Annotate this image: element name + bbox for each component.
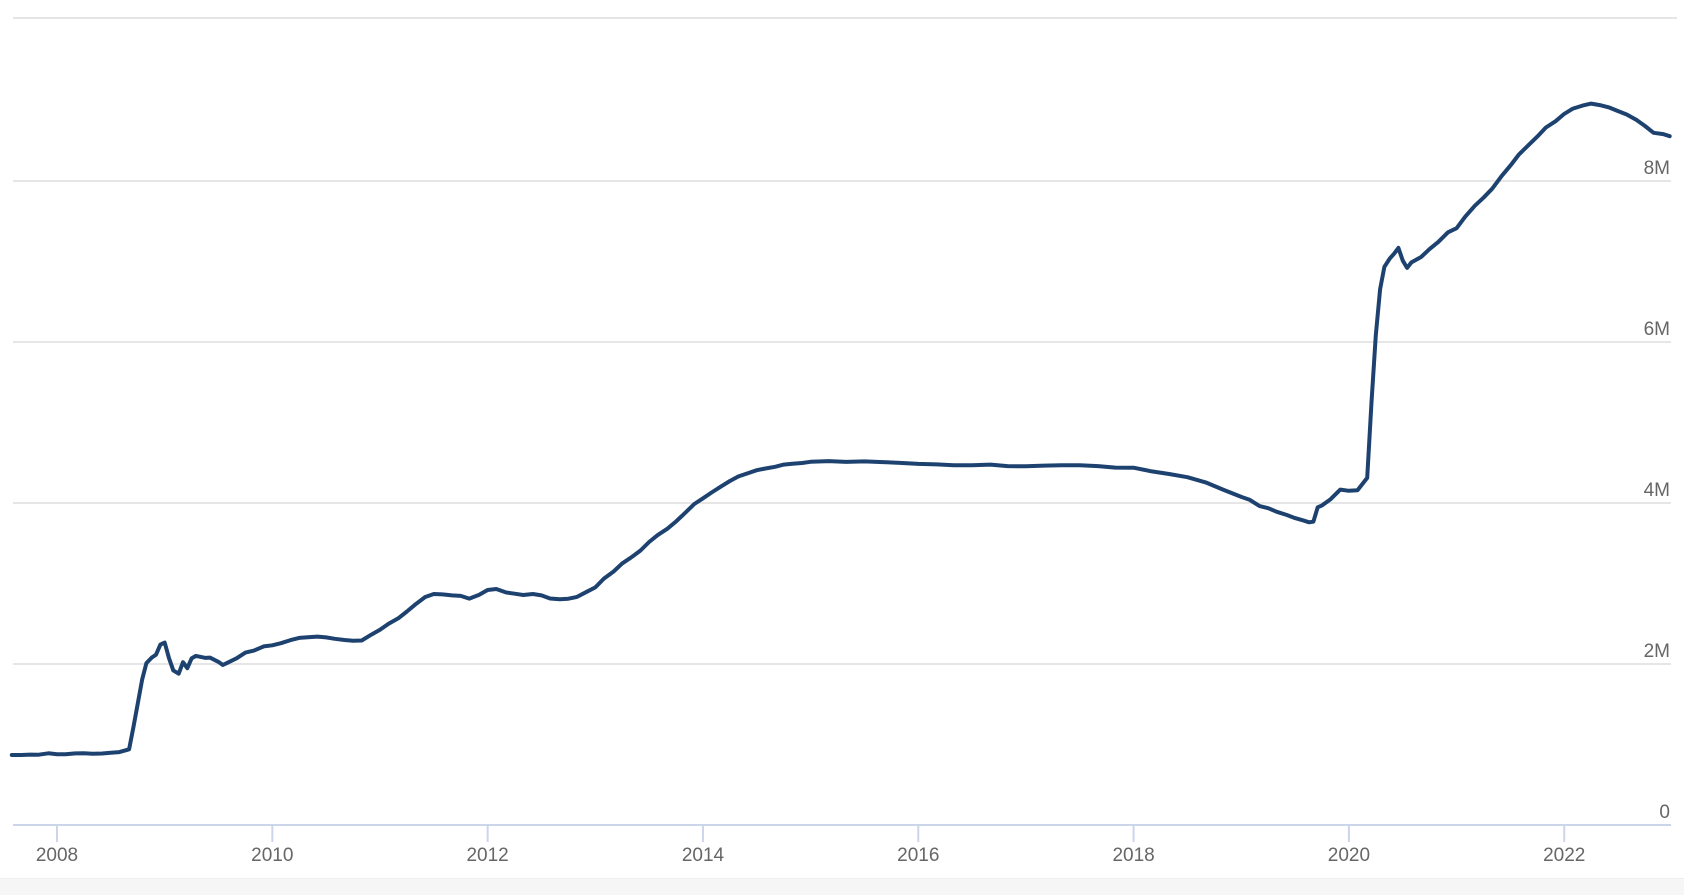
data-line[interactable] <box>9 101 1672 757</box>
y-axis-label-0: 0 <box>1659 802 1670 823</box>
x-axis-label-2008: 2008 <box>36 845 78 866</box>
x-axis-label-2020: 2020 <box>1328 845 1370 866</box>
y-axis-labels: 0 2M 4M 6M 8M <box>1644 158 1670 823</box>
x-axis-labels: 2008 2010 2012 2014 2016 2018 2020 2022 <box>36 845 1586 866</box>
x-axis-label-2018: 2018 <box>1112 845 1154 866</box>
x-axis-label-2010: 2010 <box>251 845 293 866</box>
x-axis-label-2016: 2016 <box>897 845 939 866</box>
y-axis-label-4M: 4M <box>1644 480 1670 501</box>
x-axis-label-2012: 2012 <box>466 845 508 866</box>
x-axis <box>13 824 1671 842</box>
y-axis-label-6M: 6M <box>1644 319 1670 340</box>
gridlines <box>13 180 1671 665</box>
series-line[interactable] <box>9 101 1672 757</box>
chart-footer-band <box>0 878 1684 895</box>
y-axis-label-8M: 8M <box>1644 158 1670 179</box>
x-axis-label-2022: 2022 <box>1543 845 1585 866</box>
x-axis-label-2014: 2014 <box>682 845 725 866</box>
y-axis-label-2M: 2M <box>1644 641 1670 662</box>
chart-top-border <box>13 17 1677 19</box>
plot-area[interactable] <box>13 19 1671 825</box>
